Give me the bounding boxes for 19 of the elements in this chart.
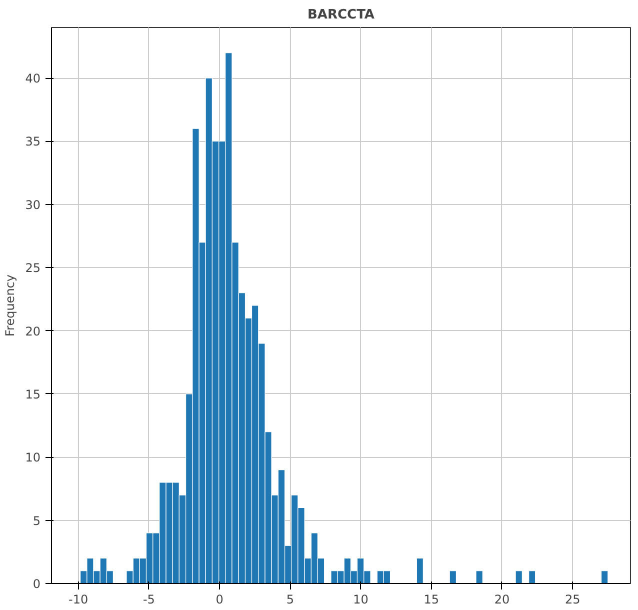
- y-tick-label: 20: [25, 324, 41, 338]
- y-tick-label: 10: [25, 450, 41, 465]
- x-tick-label: -5: [142, 592, 155, 606]
- y-tick-label: 25: [25, 261, 41, 276]
- y-tick-label: 35: [25, 134, 41, 149]
- x-tick-label: 5: [286, 592, 294, 606]
- x-tick-label: 20: [494, 592, 510, 606]
- x-tick-label: 0: [216, 592, 224, 606]
- y-tick-label: 30: [25, 198, 41, 212]
- y-axis-title: Frequency: [3, 274, 18, 336]
- x-tick-label: 25: [564, 592, 580, 606]
- y-tick-label: 0: [32, 577, 41, 591]
- x-tick-label: 10: [353, 592, 368, 606]
- y-tick-label: 15: [25, 387, 41, 402]
- y-tick-label: 5: [32, 514, 41, 528]
- x-tick-label: -10: [68, 592, 88, 606]
- chart-title: BARCCTA: [308, 8, 374, 22]
- x-tick-label: 15: [424, 592, 440, 606]
- y-tick-label: 40: [25, 72, 41, 86]
